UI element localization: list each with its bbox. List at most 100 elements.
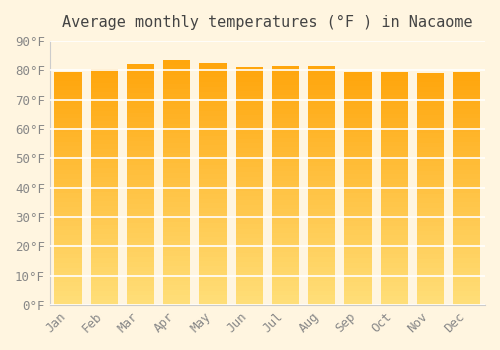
Bar <box>344 72 372 76</box>
Bar <box>236 148 263 153</box>
Bar <box>236 120 263 124</box>
Bar <box>163 89 190 94</box>
Bar <box>90 267 118 272</box>
Bar <box>272 195 299 200</box>
Bar <box>90 225 118 230</box>
Bar <box>308 205 336 209</box>
Bar <box>454 95 480 100</box>
Bar <box>90 116 118 121</box>
Bar <box>90 253 118 258</box>
Bar <box>236 129 263 134</box>
Bar <box>454 179 480 184</box>
Bar <box>454 216 480 221</box>
Bar <box>200 72 226 77</box>
Bar <box>236 219 263 224</box>
Bar <box>127 117 154 122</box>
Bar <box>200 194 226 198</box>
Bar <box>236 177 263 181</box>
Bar <box>308 75 336 80</box>
Bar <box>90 239 118 244</box>
Bar <box>380 188 408 193</box>
Bar <box>380 258 408 263</box>
Bar <box>344 86 372 90</box>
Bar <box>200 203 226 208</box>
Bar <box>454 109 480 114</box>
Bar <box>200 155 226 160</box>
Bar <box>127 89 154 93</box>
Bar <box>90 291 118 296</box>
Bar <box>417 147 444 152</box>
Bar <box>308 66 336 71</box>
Bar <box>308 161 336 166</box>
Bar <box>417 268 444 273</box>
Bar <box>308 85 336 90</box>
Bar <box>454 263 480 268</box>
Bar <box>272 109 299 114</box>
Bar <box>90 83 118 88</box>
Bar <box>90 272 118 277</box>
Bar <box>163 231 190 236</box>
Bar <box>272 219 299 224</box>
Bar <box>163 70 190 75</box>
Bar <box>344 193 372 198</box>
Bar <box>454 244 480 249</box>
Title: Average monthly temperatures (°F ) in Nacaome: Average monthly temperatures (°F ) in Na… <box>62 15 472 30</box>
Bar <box>380 146 408 151</box>
Bar <box>344 81 372 86</box>
Bar <box>272 71 299 75</box>
Bar <box>380 104 408 109</box>
Bar <box>90 296 118 300</box>
Bar <box>200 140 226 145</box>
Bar <box>380 216 408 221</box>
Bar <box>236 300 263 305</box>
Bar <box>454 230 480 235</box>
Bar <box>417 175 444 180</box>
Bar <box>272 114 299 118</box>
Bar <box>90 130 118 135</box>
Bar <box>200 68 226 72</box>
Bar <box>163 295 190 300</box>
Bar <box>90 126 118 130</box>
Bar <box>200 150 226 155</box>
Bar <box>163 226 190 231</box>
Bar <box>380 286 408 291</box>
Bar <box>163 276 190 281</box>
Bar <box>308 267 336 272</box>
Bar <box>417 157 444 161</box>
Bar <box>90 300 118 305</box>
Bar <box>272 252 299 257</box>
Bar <box>54 95 82 100</box>
Bar <box>90 154 118 159</box>
Bar <box>417 92 444 96</box>
Bar <box>308 123 336 128</box>
Bar <box>90 196 118 201</box>
Bar <box>344 268 372 272</box>
Bar <box>127 262 154 267</box>
Bar <box>163 148 190 153</box>
Bar <box>308 171 336 176</box>
Bar <box>236 91 263 96</box>
Bar <box>308 152 336 157</box>
Bar <box>54 268 82 272</box>
Bar <box>417 161 444 166</box>
Bar <box>380 268 408 272</box>
Bar <box>344 184 372 188</box>
Bar <box>236 234 263 238</box>
Bar <box>272 118 299 123</box>
Bar <box>417 277 444 282</box>
Bar <box>272 257 299 262</box>
Bar <box>200 213 226 218</box>
Bar <box>454 296 480 300</box>
Bar <box>308 248 336 252</box>
Bar <box>308 286 336 291</box>
Bar <box>344 179 372 184</box>
Bar <box>200 208 226 213</box>
Bar <box>90 168 118 173</box>
Bar <box>272 276 299 281</box>
Bar <box>127 267 154 271</box>
Bar <box>236 267 263 272</box>
Bar <box>200 189 226 194</box>
Bar <box>308 166 336 171</box>
Bar <box>417 170 444 175</box>
Bar <box>454 156 480 160</box>
